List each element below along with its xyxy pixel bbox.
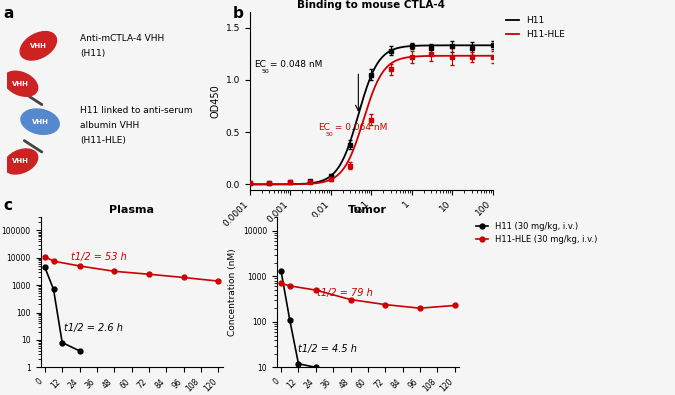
Text: c: c bbox=[3, 198, 12, 213]
Y-axis label: Concentration (nM): Concentration (nM) bbox=[228, 248, 237, 336]
Legend: H11 (30 mg/kg, i.v.), H11-HLE (30 mg/kg, i.v.): H11 (30 mg/kg, i.v.), H11-HLE (30 mg/kg,… bbox=[472, 218, 601, 247]
Text: VHH: VHH bbox=[32, 118, 49, 125]
Text: VHH: VHH bbox=[12, 81, 29, 87]
Text: 50: 50 bbox=[326, 132, 333, 137]
Text: = 0.064 nM: = 0.064 nM bbox=[331, 123, 387, 132]
Text: VHH: VHH bbox=[30, 43, 47, 49]
Text: a: a bbox=[3, 6, 14, 21]
Ellipse shape bbox=[4, 71, 38, 96]
Text: VHH: VHH bbox=[12, 158, 29, 164]
Text: b: b bbox=[233, 6, 244, 21]
X-axis label: Concentration of drugs (nM): Concentration of drugs (nM) bbox=[302, 233, 440, 244]
Text: t1/2 = 79 h: t1/2 = 79 h bbox=[317, 288, 373, 297]
Title: Binding to mouse CTLA-4: Binding to mouse CTLA-4 bbox=[297, 0, 446, 10]
Text: H11 linked to anti-serum: H11 linked to anti-serum bbox=[80, 106, 193, 115]
Text: albumin VHH: albumin VHH bbox=[80, 121, 140, 130]
Y-axis label: OD450: OD450 bbox=[210, 84, 220, 118]
Ellipse shape bbox=[20, 32, 57, 60]
Text: t1/2 = 2.6 h: t1/2 = 2.6 h bbox=[63, 323, 123, 333]
Title: Plasma: Plasma bbox=[109, 205, 154, 215]
Ellipse shape bbox=[21, 109, 59, 134]
Ellipse shape bbox=[4, 149, 38, 174]
Title: Tumor: Tumor bbox=[348, 205, 387, 215]
Text: = 0.048 nM: = 0.048 nM bbox=[267, 60, 323, 69]
Text: (H11): (H11) bbox=[80, 49, 106, 58]
Legend: H11, H11-HLE: H11, H11-HLE bbox=[502, 13, 569, 43]
Text: t1/2 = 53 h: t1/2 = 53 h bbox=[71, 252, 127, 262]
Text: t1/2 = 4.5 h: t1/2 = 4.5 h bbox=[298, 344, 357, 354]
Text: (H11-HLE): (H11-HLE) bbox=[80, 136, 126, 145]
Text: Anti-mCTLA-4 VHH: Anti-mCTLA-4 VHH bbox=[80, 34, 165, 43]
Text: EC: EC bbox=[319, 123, 331, 132]
Text: EC: EC bbox=[254, 60, 266, 69]
Text: 50: 50 bbox=[261, 69, 269, 74]
